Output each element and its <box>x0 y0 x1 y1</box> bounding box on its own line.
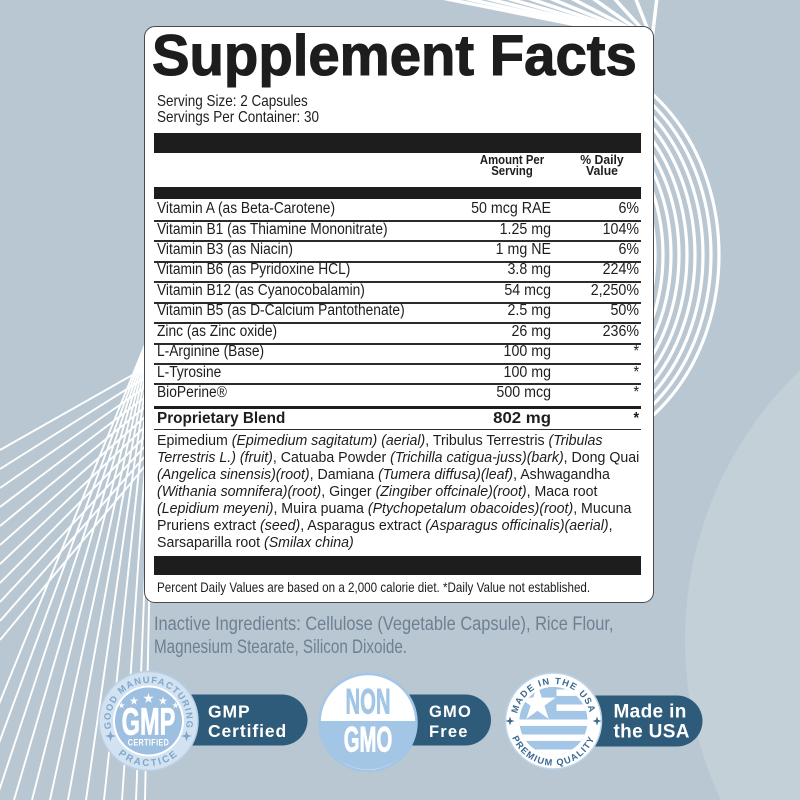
svg-text:GMO: GMO <box>429 703 472 721</box>
svg-text:CERTIFIED: CERTIFIED <box>128 738 169 748</box>
svg-text:GMP: GMP <box>122 700 176 743</box>
svg-text:GMP: GMP <box>208 701 251 721</box>
svg-text:NON: NON <box>345 683 390 722</box>
svg-text:GMO: GMO <box>344 721 392 760</box>
svg-text:Made in: Made in <box>614 702 687 723</box>
svg-text:Certified: Certified <box>208 721 287 741</box>
svg-text:Free: Free <box>429 723 469 741</box>
svg-text:the USA: the USA <box>614 722 690 743</box>
